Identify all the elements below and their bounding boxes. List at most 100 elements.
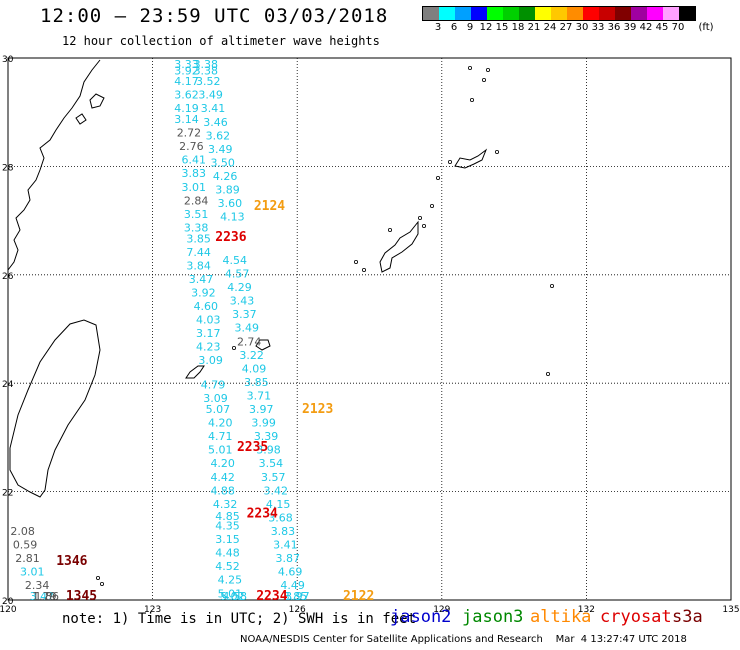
- swh-value: 4.58: [222, 590, 247, 603]
- legend-swatch: [471, 7, 487, 20]
- swh-value: 4.71: [208, 430, 233, 443]
- swh-value: 3.60: [218, 197, 243, 210]
- legend-swatch: [663, 7, 679, 20]
- swh-value: 3.99: [251, 417, 276, 430]
- pass-number: 2123: [302, 402, 333, 417]
- swh-value: 3.38: [184, 221, 209, 234]
- swh-value: 3.46: [203, 116, 228, 129]
- islet: [447, 159, 452, 164]
- swh-value: 1.79: [32, 590, 57, 603]
- page-subtitle: 12 hour collection of altimeter wave hei…: [62, 34, 380, 48]
- legend-swatch: [439, 7, 455, 20]
- swh-value: 4.88: [210, 484, 235, 497]
- swh-value: 7.44: [186, 246, 211, 259]
- swh-value: 3.92: [174, 64, 199, 77]
- swh-value: 3.98: [256, 444, 281, 457]
- lon-tick-label: 129: [433, 605, 450, 615]
- swh-value: 3.62: [174, 89, 199, 102]
- legend-swatch: [455, 7, 471, 20]
- swh-value: 3.49: [235, 322, 259, 335]
- lat-tick-label: 28: [2, 163, 14, 173]
- islet: [421, 223, 426, 228]
- swh-value: 3.38: [194, 64, 219, 77]
- islet: [467, 66, 472, 71]
- swh-value: 1.86: [35, 590, 60, 603]
- swh-value: 4.57: [225, 268, 250, 281]
- swh-value: 3.47: [30, 590, 55, 603]
- lat-tick-label: 30: [2, 55, 14, 65]
- swh-value: 4.26: [213, 170, 238, 183]
- swh-value: 3.62: [206, 129, 231, 142]
- swh-value: 3.17: [196, 327, 221, 340]
- page-title: 12:00 – 23:59 UTC 03/03/2018: [40, 5, 389, 27]
- swh-value: 3.54: [259, 457, 284, 470]
- swh-value: 3.97: [285, 590, 310, 603]
- swh-value: 4.69: [278, 566, 303, 579]
- swh-value: 3.01: [182, 181, 207, 194]
- swh-value: 4.42: [210, 471, 235, 484]
- swh-value: 4.15: [266, 498, 291, 511]
- legend-labels: 3 6 9 12 15 18 21 24 27 30 33 36 39 42 45 70 (ft): [422, 21, 714, 35]
- swh-value: 4.23: [196, 341, 221, 354]
- islet: [417, 215, 422, 220]
- swh-value: 3.43: [230, 295, 255, 308]
- swh-value: 4.13: [220, 211, 245, 224]
- islet: [481, 78, 486, 83]
- swh-value: 2.84: [184, 194, 209, 207]
- legend-label: 42: [639, 22, 653, 33]
- swh-value: 3.84: [186, 259, 211, 272]
- legend-swatch: [631, 7, 647, 20]
- swh-value: 4.25: [218, 574, 243, 587]
- pass-number: 2124: [254, 199, 285, 214]
- legend-swatches: [422, 6, 696, 21]
- swh-value: 3.49: [208, 143, 233, 156]
- legend-label: 9: [466, 22, 474, 33]
- swh-value: 3.15: [215, 533, 240, 546]
- swh-value: 4.49: [280, 579, 305, 592]
- lon-tick-label: 132: [578, 605, 595, 615]
- swh-value: 3.68: [268, 511, 293, 524]
- islet: [469, 98, 474, 103]
- swh-value: 3.41: [201, 102, 226, 115]
- legend-label: 3: [434, 22, 442, 33]
- legend-unit: (ft): [698, 22, 714, 33]
- mission-jason3: jason3: [462, 607, 524, 627]
- swh-value: 3.33: [174, 58, 199, 71]
- swh-value: 3.38: [194, 58, 219, 71]
- swh-value: 2.34: [25, 579, 50, 592]
- mission-cryosat: cryosat: [600, 607, 672, 627]
- islet: [387, 227, 392, 232]
- islet: [494, 149, 499, 154]
- swh-value: 4.17: [174, 75, 199, 88]
- amami-coastline: [454, 148, 488, 169]
- swh-value: 3.42: [263, 484, 288, 497]
- swh-value: 5.02: [220, 590, 245, 603]
- pass-number: 1345: [66, 589, 97, 604]
- swh-value: 4.29: [227, 281, 252, 294]
- color-legend: 3 6 9 12 15 18 21 24 27 30 33 36 39 42 45 70 (ft): [422, 6, 714, 35]
- legend-swatch: [599, 7, 615, 20]
- lon-tick-label: 135: [722, 605, 739, 615]
- islet: [231, 345, 236, 350]
- swh-value: 5.01: [208, 444, 233, 457]
- swh-value: 4.19: [174, 102, 199, 115]
- legend-swatch: [535, 7, 551, 20]
- legend-swatch: [551, 7, 567, 20]
- okinawa-coastline: [379, 220, 419, 273]
- pass-number: 2234: [247, 507, 278, 522]
- swh-value: 5.07: [206, 403, 231, 416]
- swh-value: 6.41: [182, 154, 207, 167]
- islet: [485, 68, 490, 73]
- swh-value: 3.92: [191, 286, 216, 299]
- legend-label: 24: [543, 22, 557, 33]
- swh-value: 3.89: [215, 184, 240, 197]
- legend-swatch: [503, 7, 519, 20]
- legend-label: 15: [495, 22, 509, 33]
- swh-value: 4.20: [208, 417, 233, 430]
- swh-value: 4.85: [215, 510, 240, 523]
- ishigaki-island: [185, 365, 205, 379]
- legend-label: 45: [655, 22, 669, 33]
- legend-swatch: [615, 7, 631, 20]
- islet: [96, 576, 101, 581]
